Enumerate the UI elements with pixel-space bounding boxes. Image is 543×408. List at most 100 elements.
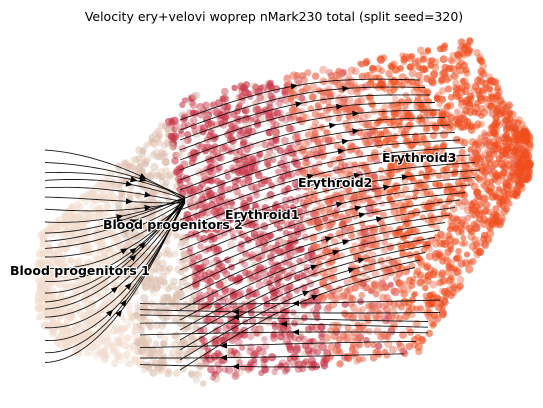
cell-point (119, 287, 126, 294)
streamline (179, 86, 426, 131)
cell-point (242, 169, 250, 177)
cell-point (265, 128, 273, 137)
cell-point (224, 305, 232, 313)
cell-point (428, 319, 436, 327)
cell-point (428, 299, 435, 307)
cell-point (359, 113, 368, 122)
cell-point (318, 294, 327, 303)
cell-point (121, 341, 130, 350)
cell-point (64, 207, 72, 215)
cell-point (404, 165, 412, 173)
cell-point (197, 184, 204, 191)
cell-point (382, 127, 389, 134)
streamline (179, 199, 461, 281)
cell-point (132, 322, 140, 330)
cell-point (381, 103, 389, 111)
cell-point (429, 280, 438, 289)
stream-arrow (383, 184, 391, 191)
cell-point (207, 295, 215, 302)
cell-point (213, 245, 221, 253)
cell-point (242, 81, 251, 89)
cell-point (480, 151, 488, 159)
cell-point (124, 241, 132, 248)
cell-point (216, 280, 224, 289)
cell-point (178, 218, 185, 226)
cell-point (495, 136, 503, 144)
cell-point (405, 326, 413, 333)
cell-point (467, 232, 476, 241)
cell-point (72, 240, 80, 248)
cell-point (465, 265, 474, 274)
cell-point (251, 357, 258, 364)
cell-point (291, 179, 301, 189)
cell-point (376, 54, 385, 63)
cell-point (257, 84, 264, 91)
cell-point (502, 205, 510, 213)
cell-point (329, 321, 338, 330)
cell-point (239, 179, 247, 187)
cell-point (416, 90, 425, 99)
cell-point (325, 194, 334, 203)
cell-point (400, 290, 408, 298)
cell-point (154, 171, 162, 180)
cell-point (119, 314, 126, 321)
cell-point (246, 332, 255, 341)
cell-point (59, 256, 66, 263)
cell-point (72, 328, 80, 336)
cell-point (275, 99, 284, 108)
cell-point (253, 192, 260, 199)
cell-point (492, 131, 499, 138)
cell-point (95, 269, 103, 277)
cell-point (502, 183, 509, 190)
streamline (179, 94, 431, 141)
streamline (44, 186, 186, 203)
cell-point (462, 66, 470, 74)
cell-point (391, 95, 399, 102)
cell-point (241, 106, 250, 115)
cell-point (48, 225, 55, 232)
cell-point (438, 252, 446, 261)
cell-point (155, 127, 163, 136)
cell-point (341, 300, 349, 308)
cell-point (127, 230, 135, 238)
cell-point (474, 206, 482, 214)
cell-point (354, 97, 363, 106)
cell-point (35, 304, 44, 313)
cell-point (281, 203, 290, 211)
cell-point (39, 240, 49, 249)
cell-point (132, 326, 140, 334)
cell-point (295, 336, 303, 343)
cell-point (506, 109, 514, 117)
cell-point (93, 229, 102, 238)
cell-point (497, 159, 506, 169)
streamline (139, 309, 441, 314)
stream-arrow (358, 212, 366, 219)
cell-point (169, 349, 177, 357)
cell-point (40, 234, 48, 242)
cell-point (401, 53, 411, 62)
stream-arrow (335, 201, 344, 208)
cell-point (94, 255, 101, 262)
cell-point (158, 259, 167, 268)
stream-arrow (311, 294, 319, 301)
cell-point (35, 294, 44, 303)
streamline (139, 331, 429, 336)
cell-point (396, 201, 404, 208)
cell-point (137, 326, 145, 334)
cell-point (311, 129, 319, 137)
cell-point (440, 141, 448, 149)
cell-point (122, 350, 131, 360)
cell-point (345, 122, 354, 131)
cell-point (487, 102, 495, 110)
cell-point (214, 350, 222, 358)
cell-point (300, 302, 308, 309)
cell-point (38, 283, 45, 290)
cell-point (144, 244, 152, 251)
cell-point (200, 326, 208, 334)
cell-point (485, 217, 494, 225)
cell-point (385, 69, 393, 78)
cell-point (201, 175, 210, 184)
cell-point (228, 200, 236, 207)
cell-point (318, 343, 327, 352)
cell-point (471, 140, 480, 149)
